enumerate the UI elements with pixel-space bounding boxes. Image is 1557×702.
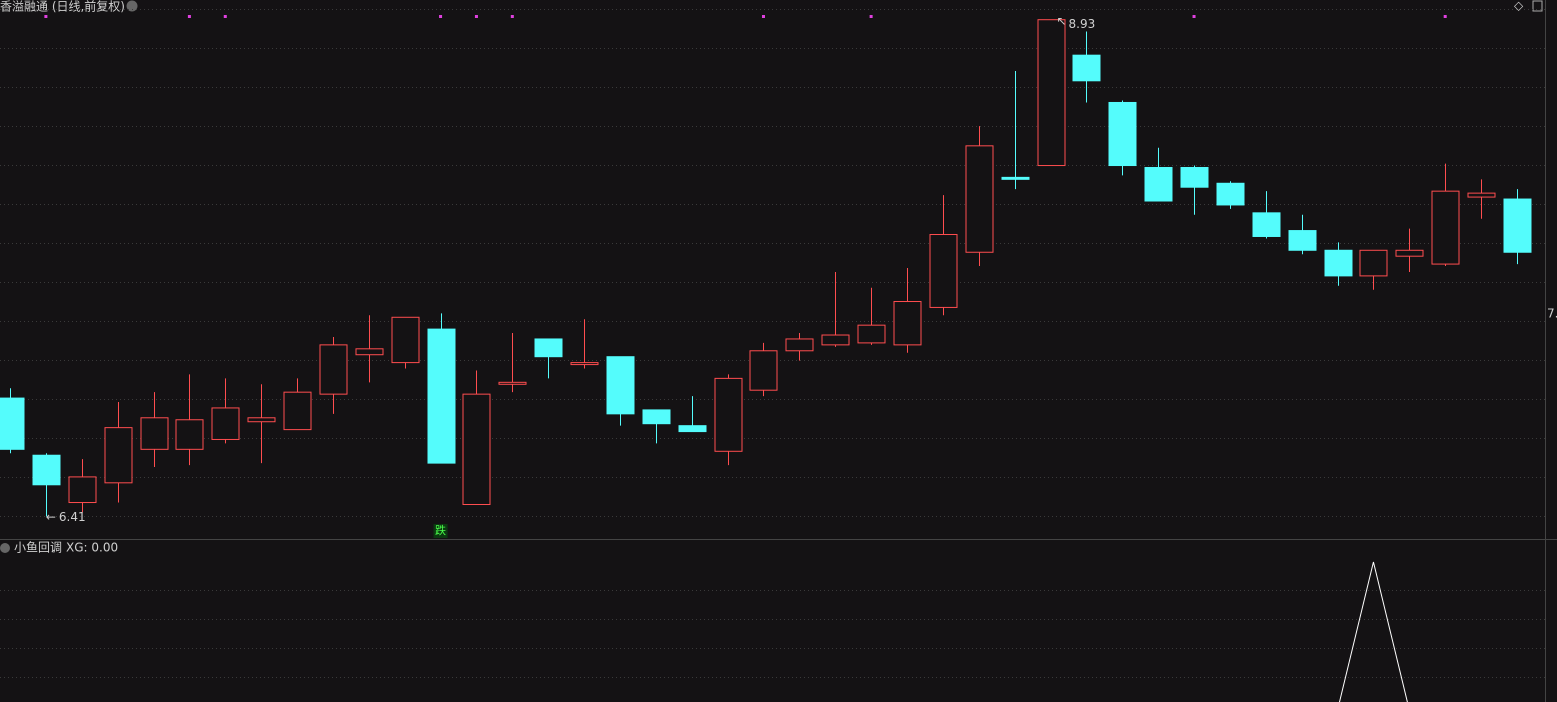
chart-title: 香溢融通 (日线,前复权) — [0, 0, 125, 14]
candle-body — [929, 234, 958, 308]
candle-body — [965, 145, 994, 253]
signal-dot — [510, 15, 514, 18]
indicator-value: XG: 0.00 — [66, 541, 118, 555]
candle-body — [211, 407, 240, 440]
candle-body — [391, 316, 420, 364]
candle-body — [1072, 54, 1101, 82]
candle-body — [1001, 176, 1030, 180]
candle-body — [1144, 167, 1173, 202]
low-label: 6.41 — [59, 510, 86, 524]
candle-body — [427, 328, 456, 464]
high-arrow: ↖ — [1057, 14, 1067, 28]
candle-body — [68, 476, 97, 504]
low-arrow: ← — [46, 510, 56, 524]
candle-body — [785, 338, 814, 352]
candle-body — [32, 454, 61, 486]
candle-body — [319, 344, 348, 395]
candle-body — [462, 393, 491, 505]
candle-body — [1359, 249, 1388, 277]
indicator-menu[interactable] — [0, 543, 10, 553]
title-menu[interactable] — [126, 0, 138, 12]
signal-dot — [187, 15, 191, 18]
candle-body — [749, 350, 778, 391]
candle-body — [1288, 230, 1317, 251]
candle-body — [714, 377, 743, 452]
signal-dot — [1192, 15, 1196, 18]
candle-body — [893, 301, 922, 346]
signal-dot — [761, 15, 765, 18]
candle-body — [1037, 19, 1066, 167]
candle-body — [104, 427, 133, 484]
candle-body — [534, 338, 563, 358]
candle-body — [1395, 249, 1424, 257]
signal-dot — [1443, 15, 1447, 18]
candle-body — [570, 362, 599, 366]
diamond-icon[interactable]: ◇ — [1514, 0, 1524, 13]
annotation: 跌 — [435, 523, 446, 537]
candle-body — [0, 397, 25, 450]
candle-body — [498, 381, 527, 385]
candle-body — [283, 391, 312, 431]
high-label: 8.93 — [1069, 17, 1096, 31]
candle-body — [247, 417, 276, 423]
signal-dot — [223, 15, 227, 18]
candle-body — [1108, 101, 1137, 167]
candle-body — [678, 425, 707, 433]
candle-body — [1180, 167, 1209, 188]
candle-body — [606, 356, 635, 415]
grid — [0, 9, 1545, 678]
signal-dot — [44, 15, 48, 18]
signal-dot — [869, 15, 873, 18]
candle-body — [821, 334, 850, 346]
price-axis-label: 7. — [1547, 307, 1557, 321]
candle-body — [857, 324, 886, 344]
signal-dot — [439, 15, 443, 18]
candle-body — [1324, 249, 1353, 277]
candle-body — [1216, 182, 1245, 206]
signal-dot — [474, 15, 478, 18]
annotation-box — [433, 524, 448, 538]
candle-body — [1503, 198, 1532, 253]
indicator-title: 小鱼回调 — [14, 541, 62, 555]
candle-body — [1252, 212, 1281, 237]
candle-body — [1467, 192, 1496, 198]
candle-body — [642, 409, 671, 425]
candle-body — [1431, 190, 1460, 265]
panel-icon[interactable] — [1532, 0, 1543, 12]
candle-body — [140, 417, 169, 450]
candle-body — [175, 419, 204, 450]
plot: 跌 ↖ 8.93 ← 6.41 — [0, 14, 1532, 702]
candle-body — [355, 348, 384, 356]
